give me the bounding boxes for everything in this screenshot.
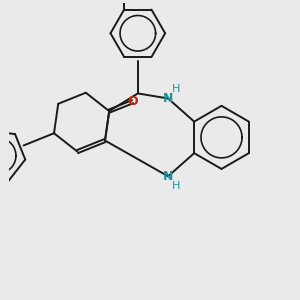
- Text: H: H: [172, 84, 180, 94]
- Text: N: N: [163, 92, 173, 105]
- Text: H: H: [172, 181, 180, 190]
- Text: N: N: [163, 170, 173, 183]
- Text: O: O: [127, 95, 138, 108]
